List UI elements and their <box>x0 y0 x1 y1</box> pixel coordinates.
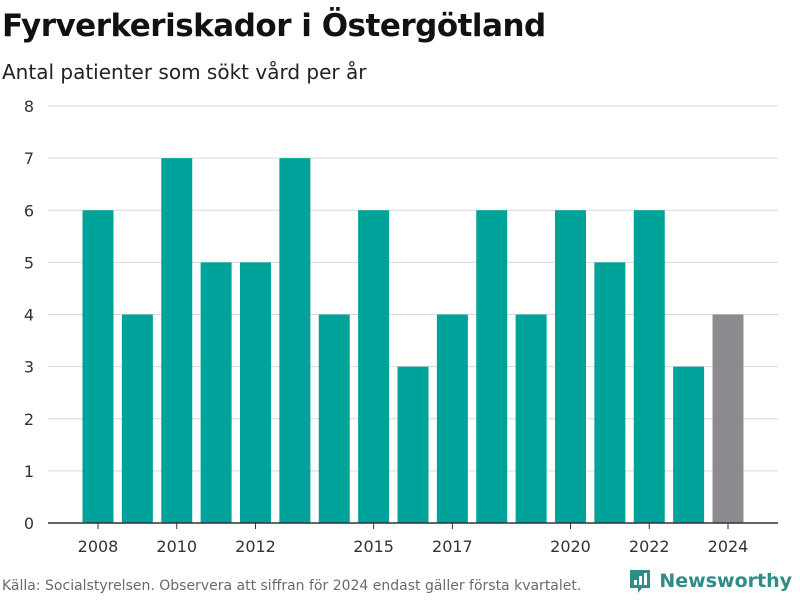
bar-2009 <box>121 314 153 523</box>
chart-subtitle: Antal patienter som sökt vård per år <box>2 60 367 84</box>
x-tick-label: 2010 <box>156 537 197 556</box>
bar-2018 <box>476 210 508 523</box>
source-note: Källa: Socialstyrelsen. Observera att si… <box>2 578 582 594</box>
bar-2024 <box>712 314 744 523</box>
y-axis-ticks: 0 1 2 3 4 5 6 7 8 <box>24 97 34 533</box>
x-tick-label: 2022 <box>629 537 670 556</box>
bar-2012 <box>240 262 271 523</box>
brand-name: Newsworthy <box>659 570 792 592</box>
newsworthy-logo-icon <box>630 570 651 593</box>
bar-2019 <box>515 314 547 523</box>
x-tick-label: 2020 <box>550 537 591 556</box>
y-tick-label: 6 <box>24 201 34 220</box>
bar-2008 <box>82 210 114 523</box>
chart-title: Fyrverkeriskador i Östergötland <box>2 8 546 44</box>
brand-logo: Newsworthy <box>627 568 792 594</box>
bar-2023 <box>673 366 705 523</box>
y-tick-label: 3 <box>24 358 34 377</box>
y-tick-label: 4 <box>24 306 34 325</box>
bar-2013 <box>279 158 311 523</box>
y-tick-label: 0 <box>24 514 34 533</box>
x-tick-label: 2017 <box>432 537 473 556</box>
y-tick-label: 5 <box>24 253 34 272</box>
bar-2010 <box>161 158 193 523</box>
x-tick-label: 2015 <box>353 537 394 556</box>
bar-2020 <box>555 210 586 523</box>
x-tick-label: 2024 <box>708 537 749 556</box>
bar-2021 <box>594 262 626 523</box>
bar-2017 <box>436 314 468 523</box>
bar-2022 <box>633 210 665 523</box>
bar-2016 <box>397 366 429 523</box>
bar-2015 <box>358 210 390 523</box>
bars <box>82 158 744 523</box>
y-tick-label: 7 <box>24 149 34 168</box>
y-tick-label: 1 <box>24 462 34 481</box>
y-tick-label: 2 <box>24 410 34 429</box>
bar-2014 <box>318 314 350 523</box>
bar-2011 <box>200 262 232 523</box>
x-tick-label: 2012 <box>235 537 276 556</box>
x-axis-ticks: 2008 2010 2012 2015 2017 2020 2022 2024 <box>78 523 749 556</box>
x-tick-label: 2008 <box>78 537 119 556</box>
y-tick-label: 8 <box>24 97 34 116</box>
